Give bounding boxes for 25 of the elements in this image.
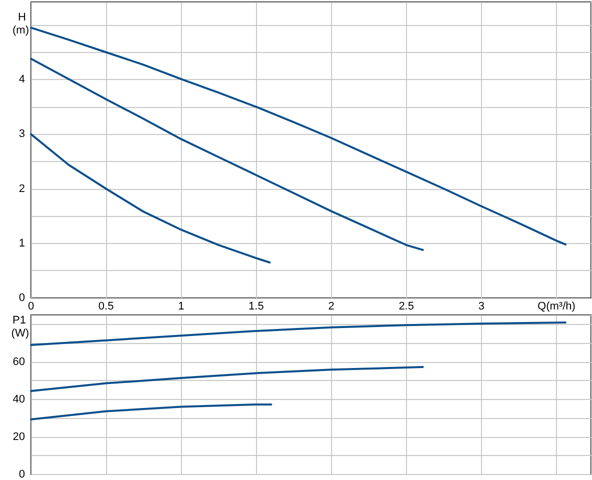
x-tick-label: 1: [178, 300, 184, 312]
y-axis-title: H (m): [12, 11, 29, 36]
x-axis-title: Q(m³/h): [538, 300, 576, 312]
y-tick-label: 4: [18, 74, 25, 86]
line-series: [30, 404, 272, 420]
line-series: [30, 322, 566, 346]
x-tick-label: 0.5: [98, 300, 114, 312]
y-tick-label: 0: [18, 292, 25, 304]
y-tick-label: 3: [18, 128, 25, 140]
y-tick-label: 2: [18, 182, 25, 195]
y-tick-label: 20: [12, 430, 25, 443]
line-series: [30, 133, 271, 264]
y-tick-label: 40: [12, 393, 25, 406]
line-series: [30, 26, 566, 246]
x-tick-label: 0: [28, 300, 34, 312]
x-tick-label: 2: [328, 300, 334, 312]
y-axis-title: P1 (W): [11, 314, 29, 340]
x-tick-label: 1.5: [248, 300, 264, 312]
line-series: [30, 58, 424, 251]
x-tick-label: 3: [478, 300, 484, 312]
y-tick-label: 1: [18, 237, 25, 250]
y-tick-label: 60: [12, 356, 25, 368]
y-tick-label: 0: [18, 468, 25, 480]
x-tick-label: 2.5: [398, 300, 414, 312]
line-series: [30, 366, 424, 392]
